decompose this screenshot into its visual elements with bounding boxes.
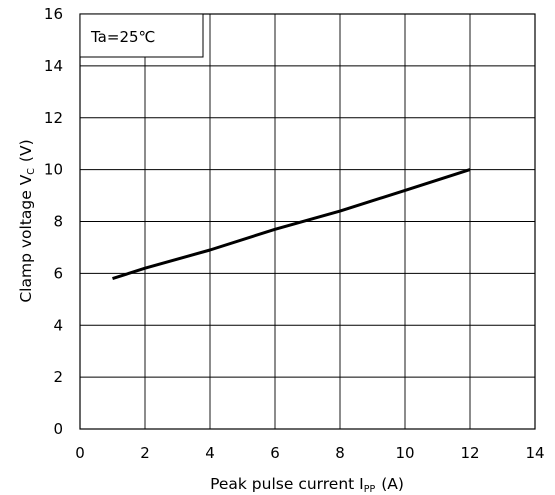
x-axis-label-unit: (A) xyxy=(381,475,404,493)
y-axis-label: Clamp voltage VC (V) xyxy=(17,139,37,302)
annotation-frame xyxy=(79,13,204,58)
y-tick-label: 10 xyxy=(44,161,63,179)
x-axis-label: Peak pulse current IPP (A) xyxy=(210,475,404,495)
x-tick-label: 0 xyxy=(75,444,85,462)
plot-frame xyxy=(79,13,536,430)
y-tick-label: 4 xyxy=(53,316,63,334)
x-tick-label: 8 xyxy=(335,444,345,462)
series-line xyxy=(112,168,471,281)
y-tick-label: 0 xyxy=(53,420,63,438)
y-tick-label: 12 xyxy=(44,109,63,127)
y-tick-label: 8 xyxy=(53,213,63,231)
annotation-box: Ta=25℃ xyxy=(79,13,204,58)
y-tick-label: 16 xyxy=(44,5,63,23)
y-tick-label: 14 xyxy=(44,57,63,75)
y-axis-label-main: Clamp voltage V xyxy=(17,174,35,302)
y-tick-label: 6 xyxy=(53,264,63,282)
x-tick-label: 14 xyxy=(525,444,544,462)
x-tick-label: 10 xyxy=(395,444,414,462)
x-tick-label: 12 xyxy=(460,444,479,462)
y-axis-label-unit: (V) xyxy=(17,139,35,162)
y-tick-label: 2 xyxy=(53,368,63,386)
y-axis-label-subscript: C xyxy=(26,168,37,175)
x-tick-label: 6 xyxy=(270,444,280,462)
y-tick-labels: 0 2 4 6 8 10 12 14 16 xyxy=(44,5,63,438)
x-tick-labels: 0 2 4 6 8 10 12 14 xyxy=(75,444,544,462)
x-tick-label: 2 xyxy=(140,444,150,462)
x-tick-label: 4 xyxy=(205,444,215,462)
x-axis-label-main: Peak pulse current I xyxy=(210,475,364,493)
series-group xyxy=(112,168,471,281)
annotation-text: Ta=25℃ xyxy=(90,28,155,46)
x-axis-label-subscript: PP xyxy=(364,484,376,495)
